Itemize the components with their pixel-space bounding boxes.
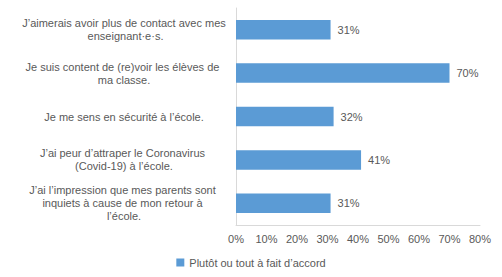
svg-text:70%: 70%	[457, 67, 479, 79]
svg-text:J’ai peur d’attraper le Corona: J’ai peur d’attraper le Coronavirus	[40, 147, 208, 159]
svg-text:32%: 32%	[341, 111, 363, 123]
svg-text:Je me sens en sécurité à l’éco: Je me sens en sécurité à l’école.	[44, 111, 204, 123]
svg-text:J’ai l’impression que mes pare: J’ai l’impression que mes parents sont	[29, 184, 219, 196]
svg-text:20%: 20%	[286, 233, 308, 245]
svg-text:40%: 40%	[347, 233, 369, 245]
svg-text:l’école.: l’école.	[107, 210, 141, 222]
svg-text:0%: 0%	[228, 233, 244, 245]
svg-text:J’aimerais avoir plus de conta: J’aimerais avoir plus de contact avec me…	[22, 17, 226, 29]
svg-text:70%: 70%	[438, 233, 460, 245]
svg-text:inquiets à cause de mon retour: inquiets à cause de mon retour à	[42, 197, 205, 209]
svg-text:31%: 31%	[338, 197, 360, 209]
svg-text:41%: 41%	[368, 154, 390, 166]
svg-text:80%: 80%	[469, 233, 491, 245]
svg-text:Plutôt ou tout à fait d’accord: Plutôt ou tout à fait d’accord	[189, 257, 325, 269]
svg-text:30%: 30%	[316, 233, 338, 245]
svg-text:Je suis content de (re)voir le: Je suis content de (re)voir les élèves d…	[26, 61, 223, 73]
svg-text:10%: 10%	[255, 233, 277, 245]
svg-text:(Covid-19) à l’école.: (Covid-19) à l’école.	[75, 160, 173, 172]
svg-text:50%: 50%	[377, 233, 399, 245]
svg-text:60%: 60%	[408, 233, 430, 245]
svg-text:31%: 31%	[338, 24, 360, 36]
svg-text:ma classe.: ma classe.	[98, 74, 151, 86]
svg-text:enseignant·e·s.: enseignant·e·s.	[85, 30, 164, 42]
